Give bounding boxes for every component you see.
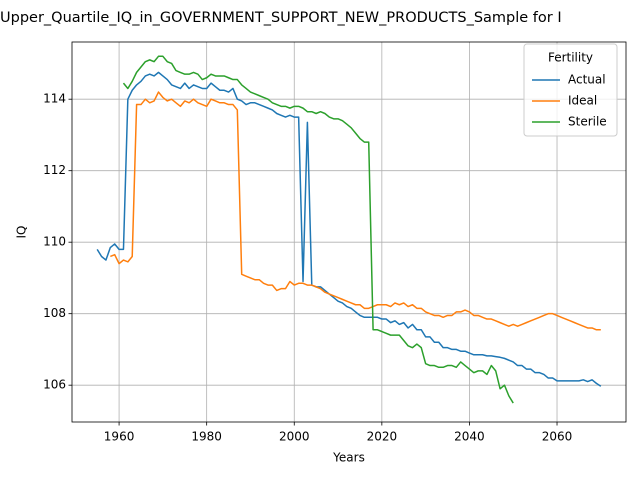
legend-label: Actual bbox=[568, 73, 606, 87]
legend: Fertility Actual Ideal Sterile bbox=[523, 43, 618, 137]
x-tick-label: 2000 bbox=[279, 430, 310, 444]
x-tick-label: 1980 bbox=[191, 430, 222, 444]
y-axis-label: IQ bbox=[15, 226, 29, 239]
y-tick-label: 108 bbox=[43, 306, 66, 320]
series-line bbox=[110, 91, 601, 331]
series-line bbox=[96, 71, 602, 387]
x-tick-label: 1960 bbox=[104, 430, 135, 444]
y-tick-label: 110 bbox=[43, 235, 66, 249]
legend-box bbox=[523, 43, 618, 137]
series-line bbox=[122, 55, 514, 404]
legend-label: Ideal bbox=[568, 94, 597, 108]
x-axis-label: Years bbox=[332, 451, 365, 465]
x-tick-label: 2040 bbox=[454, 430, 485, 444]
y-tick-label: 112 bbox=[43, 163, 66, 177]
x-tick-label: 2020 bbox=[367, 430, 398, 444]
x-tick-label: 2060 bbox=[542, 430, 573, 444]
chart-title: Upper_Quartile_IQ_in_GOVERNMENT_SUPPORT_… bbox=[0, 10, 562, 26]
y-tick-label: 114 bbox=[43, 92, 66, 106]
ticks: 1960 1980 2000 2020 2040 2060 106 108 110 112 114 bbox=[43, 92, 572, 444]
y-tick-label: 106 bbox=[43, 378, 66, 392]
legend-title: Fertility bbox=[548, 51, 593, 65]
legend-label: Sterile bbox=[568, 115, 607, 129]
axes-frame bbox=[71, 41, 627, 423]
plot-lines bbox=[96, 55, 602, 404]
